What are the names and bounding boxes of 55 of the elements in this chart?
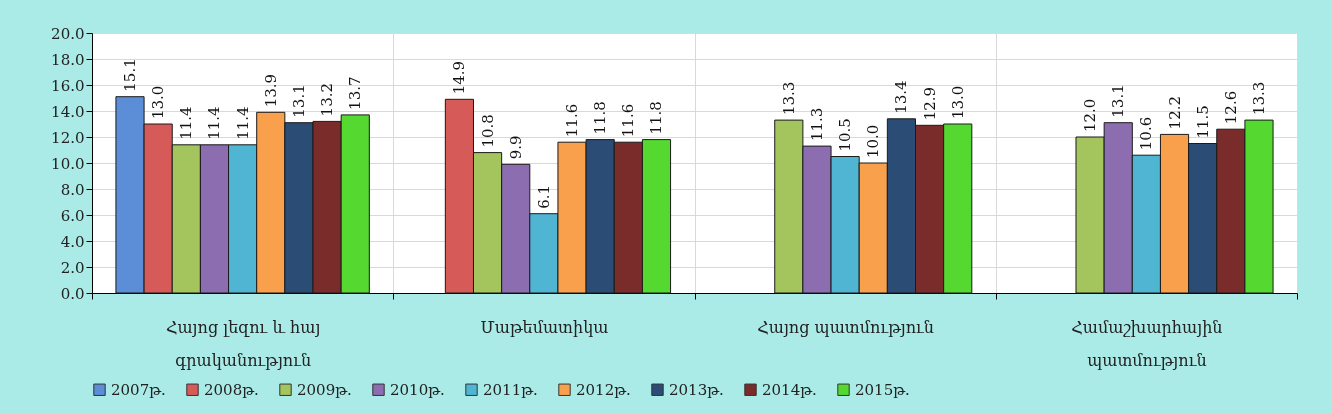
data-label: 11.6	[619, 103, 638, 138]
data-label: 10.8	[478, 114, 497, 148]
data-label: 13.1	[289, 84, 308, 118]
data-label: 12.2	[1165, 95, 1184, 130]
y-tick-label: 18.0	[51, 50, 85, 69]
y-tick-label: 6.0	[60, 206, 85, 225]
data-label: 15.1	[121, 58, 140, 92]
data-label: 11.5	[1193, 105, 1212, 139]
data-label: 9.9	[506, 135, 525, 160]
data-label: 13.0	[149, 85, 168, 119]
y-tick-label: 10.0	[51, 154, 85, 173]
data-label: 12.0	[1081, 98, 1100, 132]
data-label: 10.6	[1137, 116, 1156, 151]
x-tick-label: Հայոց լեզու և հայ գրականություն	[165, 317, 321, 370]
y-tick-label: 12.0	[51, 128, 85, 147]
x-tick-label: Մաթեմատիկա	[480, 317, 609, 337]
data-label: 13.0	[948, 85, 967, 119]
legend-label: 2013թ.	[669, 380, 724, 399]
y-tick-label: 2.0	[60, 258, 85, 277]
data-label: 13.3	[779, 81, 798, 116]
data-label: 13.9	[261, 73, 280, 108]
data-label: 11.8	[647, 101, 666, 135]
data-label: 13.4	[892, 80, 911, 114]
y-tick-label: 20.0	[51, 24, 85, 43]
y-tick-label: 0.0	[60, 284, 85, 303]
data-label: 11.3	[807, 107, 826, 142]
data-label: 10.5	[836, 118, 855, 152]
legend-label: 2014թ.	[762, 380, 817, 399]
data-label: 11.4	[233, 106, 252, 140]
y-tick-label: 4.0	[60, 232, 85, 251]
data-label: 13.2	[318, 82, 337, 117]
data-label: 12.6	[1221, 90, 1240, 125]
x-tick-label: Հայոց պատմություն	[757, 317, 935, 337]
data-label: 11.6	[563, 103, 582, 138]
x-tick-label: Համաշխարհային պատմություն	[1071, 317, 1223, 370]
data-label: 11.4	[205, 106, 224, 140]
y-tick-label: 8.0	[60, 180, 85, 199]
data-label: 13.7	[346, 76, 365, 110]
data-label: 11.4	[177, 106, 196, 140]
legend-label: 2010թ.	[390, 380, 445, 399]
legend-label: 2012թ.	[576, 380, 631, 399]
legend-label: 2015թ.	[855, 380, 910, 399]
data-label: 6.1	[534, 184, 553, 209]
data-label: 14.9	[450, 60, 469, 95]
data-label: 11.8	[591, 101, 610, 135]
legend-label: 2008թ.	[204, 380, 259, 399]
legend-label: 2007թ.	[111, 380, 166, 399]
legend-label: 2011թ.	[483, 380, 538, 399]
legend-label: 2009թ.	[297, 380, 352, 399]
data-label: 13.1	[1109, 84, 1128, 118]
data-label: 13.3	[1249, 81, 1268, 116]
y-tick-label: 14.0	[51, 102, 85, 121]
y-tick-label: 16.0	[51, 76, 85, 95]
data-label: 12.9	[920, 86, 939, 121]
data-label: 10.0	[864, 124, 883, 158]
